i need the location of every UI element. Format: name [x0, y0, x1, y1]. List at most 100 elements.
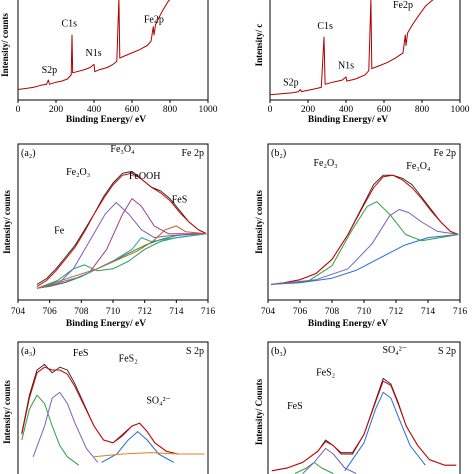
x-tick-label: 710	[357, 307, 372, 317]
annotation-label: S2p	[283, 77, 299, 88]
x-axis-label: Binding Energy/ eV	[308, 319, 388, 329]
x-tick-label: 712	[389, 307, 404, 317]
x-tick-label: 400	[339, 105, 354, 115]
plot-frame	[17, 341, 209, 474]
series-fit	[271, 380, 457, 472]
annotation-label: SO₄²⁻	[146, 396, 171, 407]
x-tick-label: 704	[11, 307, 26, 317]
x-tick-label: 1000	[451, 105, 470, 115]
annotation-label: N1s	[86, 48, 102, 59]
series-fit	[21, 366, 205, 455]
series-background	[93, 452, 205, 458]
series-data	[36, 170, 207, 285]
x-tick-label: 1000	[199, 105, 218, 115]
series-data	[271, 377, 457, 472]
annotation-label: Fe₃O₄	[110, 144, 135, 155]
annotation-label: C1s	[62, 19, 78, 30]
series-fes	[21, 394, 80, 466]
annotation-label: Fe2p	[393, 0, 413, 11]
annotation-label: FeS	[287, 401, 303, 412]
x-tick-label: 714	[421, 307, 436, 317]
annotation-label: FeS₂	[316, 368, 335, 379]
x-axis-label: Binding Energy/ eV	[66, 115, 146, 125]
x-tick-label: 706	[43, 307, 58, 317]
x-tick-label: 400	[87, 105, 102, 115]
y-axis-label: Intensity/ counts	[0, 13, 10, 77]
annotation-label: FeS₂	[119, 354, 138, 365]
x-tick-label: 712	[138, 307, 153, 317]
plot-frame	[17, 0, 209, 101]
series-fes	[294, 461, 334, 474]
x-tick-label: 714	[169, 307, 184, 317]
y-axis-label: Intensity/ counts	[254, 190, 264, 254]
panel-a2: 704 706 708 710 712 714 716 Binding Energy/ eV I…	[2, 143, 216, 329]
panel-top_left: 0 200 400 600 800 1000 Binding Energy/ eV Inten…	[0, 0, 218, 125]
series-fit	[271, 174, 459, 285]
series-fe3o4	[271, 209, 459, 285]
panel-title: Fe 2p	[434, 148, 457, 159]
plot-frame	[269, 0, 461, 101]
x-tick-label: 710	[106, 307, 121, 317]
x-tick-label: 800	[163, 105, 178, 115]
series-fes	[36, 225, 207, 289]
x-tick-label: 200	[301, 105, 316, 115]
plot-frame	[267, 341, 461, 474]
annotation-label: Fe₃O₄	[406, 161, 431, 172]
series-fit	[36, 172, 207, 287]
x-tick-label: 708	[74, 307, 89, 317]
x-tick-label: 200	[49, 105, 64, 115]
plot-frame	[267, 143, 461, 301]
x-tick-label: 708	[325, 307, 340, 317]
series-so4	[101, 431, 175, 463]
x-tick-label: 704	[261, 307, 276, 317]
y-axis-label: Intensity/ c	[254, 24, 264, 67]
annotation-label: FeS	[73, 348, 89, 359]
series-line	[270, 0, 434, 96]
annotation-label: Fe	[54, 226, 65, 237]
panel-a3: Intensity/ counts (a₃) S 2p FeS FeS₂ SO₄²⁻	[2, 341, 209, 474]
annotation-label: S2p	[42, 65, 58, 76]
x-tick-label: 600	[377, 105, 392, 115]
panel-title: S 2p	[438, 346, 456, 357]
x-tick-label: 0	[268, 105, 273, 115]
panel-label: (b₂)	[271, 148, 286, 159]
x-axis-label: Binding Energy/ eV	[308, 115, 388, 125]
annotation-label: FeS	[172, 195, 188, 206]
panel-title: Fe 2p	[182, 148, 205, 159]
series-background	[271, 234, 459, 285]
panel-b3: Intensity/ Counts (b₃) S 2p FeS FeS₂ SO₄²⁻	[254, 341, 461, 474]
panel-b2: 704 706 708 710 712 714 716 Binding Energy/ eV I…	[254, 143, 468, 329]
series-fe2o3	[271, 201, 459, 285]
x-tick-label: 0	[16, 105, 21, 115]
annotation-label: Fe₂O₃	[313, 158, 337, 169]
y-axis-label: Intensity/ Counts	[254, 378, 264, 445]
y-axis-label: Intensity/ counts	[2, 190, 12, 254]
panel-label: (a₃)	[21, 346, 36, 357]
series-so4	[344, 391, 426, 472]
panel-label: (b₃)	[271, 346, 286, 357]
x-tick-label: 706	[293, 307, 308, 317]
panel-title: S 2p	[186, 346, 204, 357]
series-fe	[36, 233, 207, 289]
annotation-label: FeOOH	[129, 171, 161, 182]
series-fes2	[32, 391, 99, 463]
panel-top_right: 0 200 400 600 800 1000 Binding Energy/ eV Inten…	[254, 0, 470, 125]
x-tick-label: 600	[125, 105, 140, 115]
annotation-label: Fe2p	[144, 14, 164, 25]
y-axis-label: Intensity/ counts	[2, 380, 12, 444]
annotation-label: SO₄²⁻	[382, 345, 407, 356]
x-tick-label: 716	[453, 307, 468, 317]
x-axis-label: Binding Energy/ eV	[66, 319, 146, 329]
series-fes2	[302, 447, 357, 474]
plot-frame	[17, 143, 209, 301]
series-fe2o3	[36, 202, 207, 289]
panel-label: (a₂)	[21, 148, 36, 159]
annotation-label: C1s	[317, 21, 333, 32]
annotation-label: N1s	[338, 61, 354, 72]
x-tick-label: 716	[201, 307, 216, 317]
annotation-label: Fe₂O₃	[66, 167, 90, 178]
x-tick-label: 800	[415, 105, 430, 115]
series-feooh	[36, 233, 207, 289]
series-line	[18, 0, 171, 90]
